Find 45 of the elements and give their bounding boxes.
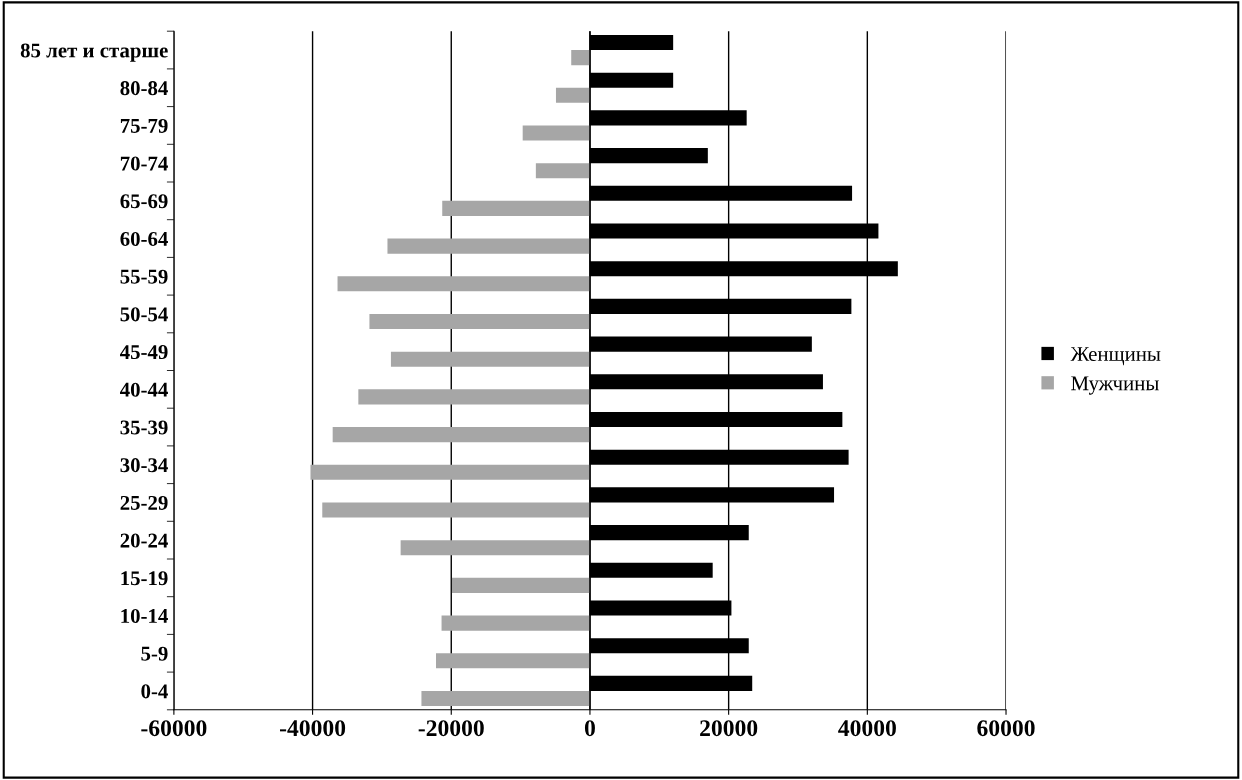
y-tick-label: 5-9 xyxy=(141,646,168,661)
bar xyxy=(555,87,590,103)
x-tick-label: -60000 xyxy=(141,720,207,737)
bar xyxy=(390,351,590,367)
y-tick-label: 45-49 xyxy=(120,345,168,360)
y-tick-label: 70-74 xyxy=(120,156,168,171)
y-tick-label: 20-24 xyxy=(120,533,168,548)
y-tick-label: 85 лет и старше xyxy=(20,43,168,62)
legend-label: Женщины xyxy=(1070,347,1161,366)
y-tick-label: 35-39 xyxy=(120,420,168,435)
x-tick-label: 0 xyxy=(584,720,595,737)
bar xyxy=(535,163,590,179)
y-tick-label: 80-84 xyxy=(120,81,168,96)
legend-label: Мужчины xyxy=(1071,376,1159,395)
bar xyxy=(337,276,590,292)
x-tick-label: 20000 xyxy=(700,720,758,737)
bar xyxy=(322,502,590,518)
bar xyxy=(369,313,590,330)
y-tick-label: 25-29 xyxy=(120,495,168,510)
bar xyxy=(442,200,590,216)
y-tick-label: 15-19 xyxy=(121,571,168,586)
y-tick-label: 40-44 xyxy=(120,382,168,397)
bar xyxy=(358,389,590,405)
bar xyxy=(571,50,590,66)
bar xyxy=(436,653,590,669)
y-tick-label: 75-79 xyxy=(120,118,168,133)
x-tick-label: 60000 xyxy=(977,720,1035,737)
y-tick-label: 0-4 xyxy=(141,684,168,699)
x-tick-label: -20000 xyxy=(418,720,484,737)
bar xyxy=(310,464,590,480)
bar xyxy=(421,690,590,707)
y-tick-label: 65-69 xyxy=(120,194,168,209)
bar xyxy=(400,540,590,556)
y-tick-label: 30-34 xyxy=(120,458,168,473)
bar xyxy=(441,615,590,631)
bar xyxy=(387,238,590,254)
x-tick-label: -40000 xyxy=(279,720,346,737)
bar xyxy=(522,125,590,141)
bar xyxy=(451,577,590,593)
y-tick-label: 50-54 xyxy=(120,307,168,322)
bar xyxy=(332,427,590,443)
x-tick-label: 40000 xyxy=(838,720,896,737)
y-tick-label: 55-59 xyxy=(120,269,168,284)
y-tick-label: 10-14 xyxy=(121,608,168,623)
y-tick-label: 60-64 xyxy=(120,231,168,246)
